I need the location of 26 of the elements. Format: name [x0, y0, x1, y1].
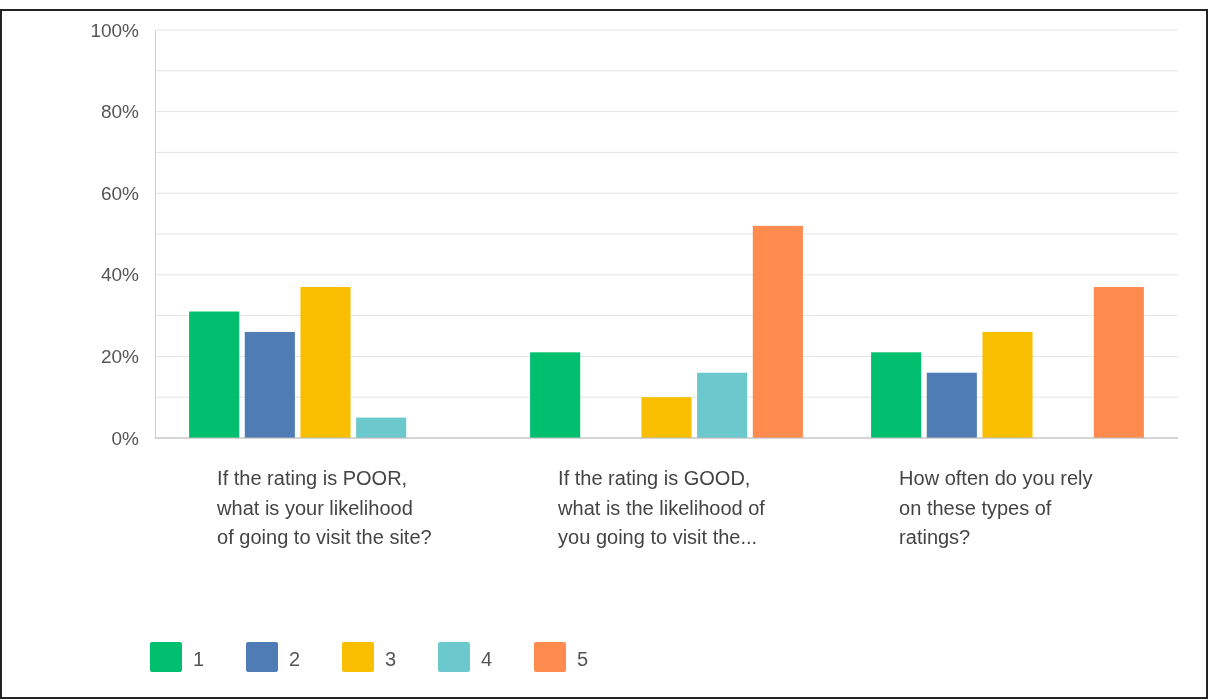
bar — [926, 372, 977, 438]
bar — [982, 331, 1033, 438]
bar — [752, 225, 803, 438]
legend-label: 2 — [289, 648, 301, 670]
bar — [356, 417, 407, 438]
y-tick-label: 0% — [111, 427, 140, 449]
bar — [641, 397, 692, 438]
x-tick-label: How often do you rely on these types of ratings? — [899, 467, 1093, 548]
y-tick-label: 60% — [100, 182, 140, 204]
x-tick-label: If the rating is GOOD, what is the likelihood of you going to visit the... — [557, 467, 766, 548]
y-tick-label: 100% — [90, 19, 140, 41]
bar — [871, 352, 922, 438]
bar — [244, 331, 295, 438]
legend-label: 1 — [193, 648, 205, 670]
bar — [189, 311, 240, 438]
bar — [300, 287, 351, 438]
bar — [1093, 287, 1144, 438]
bar — [697, 372, 748, 438]
bar — [530, 352, 581, 438]
x-tick-label: If the rating is POOR, what is your likelihood of going to visit the site? — [216, 467, 432, 548]
y-tick-label: 80% — [100, 101, 140, 123]
legend-label: 5 — [577, 648, 589, 670]
y-tick-label: 20% — [100, 345, 140, 367]
legend-label: 3 — [385, 648, 397, 670]
legend-label: 4 — [481, 648, 493, 670]
y-tick-label: 40% — [100, 264, 140, 286]
